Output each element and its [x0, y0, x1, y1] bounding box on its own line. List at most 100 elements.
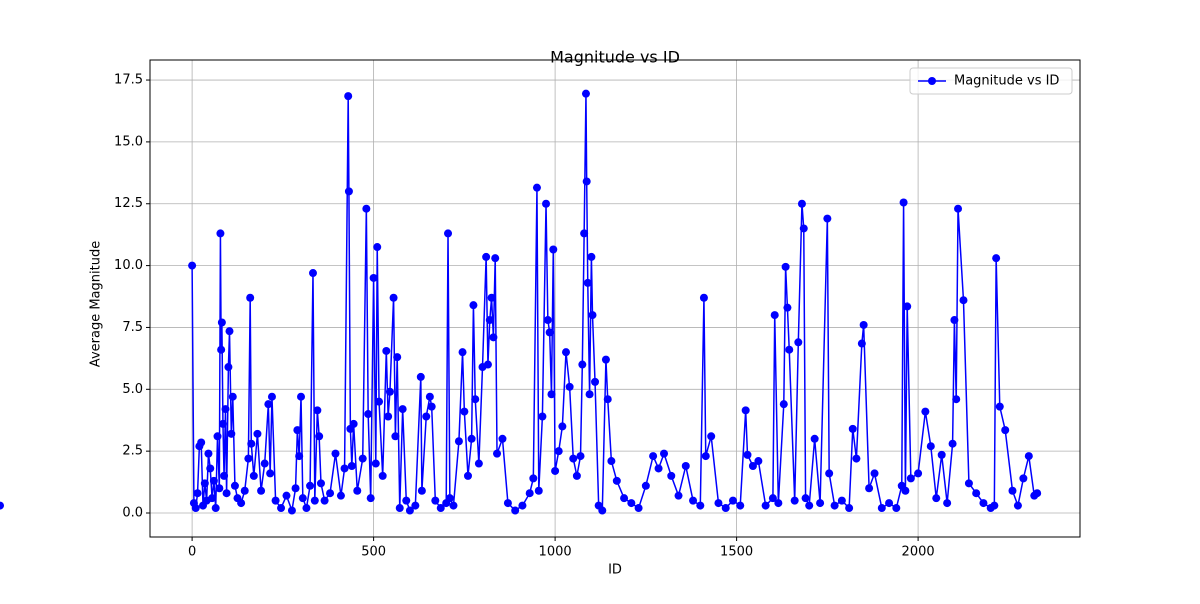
data-point [660, 449, 669, 458]
data-point [825, 469, 834, 478]
data-point [926, 442, 935, 451]
data-point [220, 471, 229, 480]
data-point [634, 504, 643, 513]
data-point [598, 506, 607, 515]
data-point [302, 504, 311, 513]
data-point [696, 501, 705, 510]
data-point [761, 501, 770, 510]
x-tick-label: 0 [188, 545, 196, 560]
x-tick-label: 1500 [720, 545, 753, 560]
data-point [197, 438, 206, 447]
data-point [805, 501, 814, 510]
data-point [225, 327, 234, 336]
data-point [213, 432, 222, 441]
data-point [830, 501, 839, 510]
data-point [298, 494, 307, 503]
y-tick-label: 5.0 [122, 382, 143, 397]
data-point [313, 406, 322, 415]
data-point [373, 243, 382, 252]
data-point [591, 377, 600, 386]
data-point [344, 187, 353, 196]
data-point [937, 450, 946, 459]
data-point [641, 481, 650, 490]
x-axis-label: ID [608, 563, 622, 578]
data-point [768, 494, 777, 503]
data-point [877, 504, 886, 513]
data-point [217, 345, 226, 354]
data-point [193, 489, 202, 498]
data-point [237, 499, 246, 508]
data-point [402, 496, 411, 505]
data-point [206, 464, 215, 473]
plot-frame [149, 59, 1081, 538]
data-point [0, 501, 4, 510]
data-point [260, 459, 269, 468]
data-point [785, 345, 794, 354]
data-point [384, 412, 393, 421]
data-point [901, 486, 910, 495]
data-point [271, 496, 280, 505]
data-point [503, 499, 512, 508]
data-point [779, 400, 788, 409]
data-point [572, 471, 581, 480]
data-point [837, 496, 846, 505]
data-point [943, 499, 952, 508]
data-point [264, 400, 273, 409]
data-point [972, 489, 981, 498]
data-point [823, 214, 832, 223]
data-point [362, 204, 371, 213]
data-point [979, 499, 988, 508]
data-point [794, 338, 803, 347]
data-point [542, 199, 551, 208]
y-tick-label: 0.0 [122, 506, 143, 521]
data-point [253, 429, 262, 438]
y-tick-label: 12.5 [114, 196, 143, 211]
data-point [547, 390, 556, 399]
data-point [204, 449, 213, 458]
data-point [959, 296, 968, 305]
data-point [580, 229, 589, 238]
data-point [674, 491, 683, 500]
data-point [222, 489, 231, 498]
data-point [781, 262, 790, 271]
data-point [801, 494, 810, 503]
data-point [391, 432, 400, 441]
data-point [460, 407, 469, 416]
data-point [518, 501, 527, 510]
data-point [471, 395, 480, 404]
data-point [449, 501, 458, 510]
data-point [770, 311, 779, 320]
data-point [797, 199, 806, 208]
data-point [714, 499, 723, 508]
data-point [308, 269, 317, 278]
data-point [964, 479, 973, 488]
data-point [416, 372, 425, 381]
data-point [487, 293, 496, 302]
data-point [728, 496, 737, 505]
data-point [865, 484, 874, 493]
data-point [543, 316, 552, 325]
data-point [603, 395, 612, 404]
data-point [583, 278, 592, 287]
data-point [291, 484, 300, 493]
y-tick-label: 2.5 [122, 444, 143, 459]
data-point [569, 454, 578, 463]
data-point [191, 504, 200, 513]
data-point [903, 302, 912, 311]
data-point [369, 273, 378, 282]
data-point [228, 392, 237, 401]
data-point [914, 469, 923, 478]
data-point [393, 353, 402, 362]
y-tick-label: 17.5 [114, 73, 143, 88]
data-point [952, 395, 961, 404]
data-point [848, 424, 857, 433]
data-point [511, 506, 520, 515]
data-point [224, 363, 233, 372]
data-point [347, 461, 356, 470]
data-point [375, 397, 384, 406]
data-point [217, 318, 226, 327]
data-point [467, 434, 476, 443]
data-point [382, 346, 391, 355]
data-point [950, 316, 959, 325]
data-point [620, 494, 629, 503]
